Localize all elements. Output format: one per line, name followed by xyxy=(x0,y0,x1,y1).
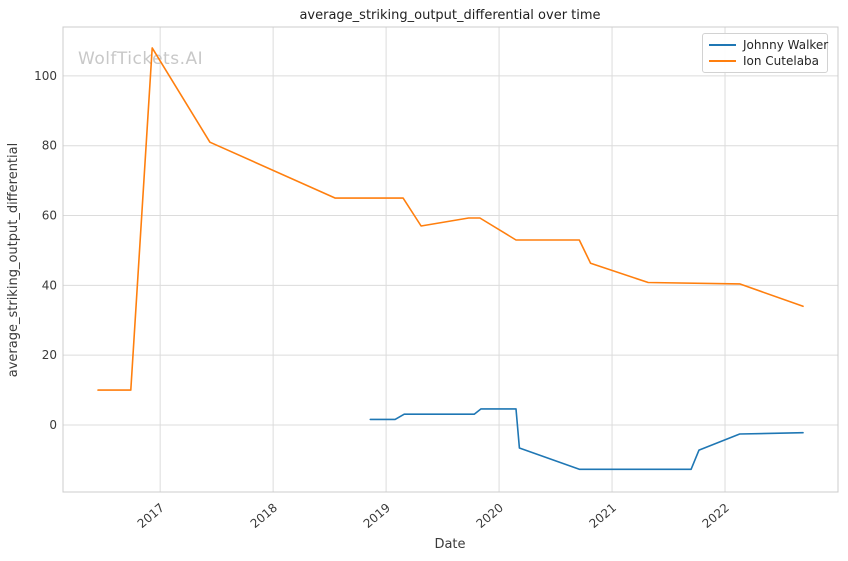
legend-item-ion-cutelaba: Ion Cutelaba xyxy=(709,53,821,69)
y-tick-label-20: 20 xyxy=(42,348,57,362)
tick-layer: 2017 2018 2019 2020 2021 2022 0 20 40 60 80 100 xyxy=(34,69,732,531)
legend-label-ion-cutelaba: Ion Cutelaba xyxy=(743,54,820,68)
x-tick-label-2019: 2019 xyxy=(361,501,393,531)
y-axis-label: average_striking_output_differential xyxy=(6,143,21,377)
legend-line-swatch-ion-cutelaba xyxy=(709,60,736,62)
series-line-ion-cutelaba xyxy=(97,47,804,391)
x-tick-label-2021: 2021 xyxy=(587,501,619,531)
x-tick-label-2020: 2020 xyxy=(474,501,506,531)
x-axis-label: Date xyxy=(434,537,465,552)
y-tick-label-0: 0 xyxy=(49,418,57,432)
x-tick-label-2022: 2022 xyxy=(700,501,732,531)
y-tick-label-60: 60 xyxy=(42,209,57,223)
series-line-johnny-walker xyxy=(369,408,804,471)
y-tick-label-40: 40 xyxy=(42,278,57,292)
watermark: WolfTickets.AI xyxy=(78,49,203,69)
grid-layer xyxy=(63,27,838,492)
legend-label-johnny-walker: Johnny Walker xyxy=(743,38,829,52)
y-tick-label-100: 100 xyxy=(34,69,57,83)
chart-title: average_striking_output_differential ove… xyxy=(299,8,600,23)
legend-item-johnny-walker: Johnny Walker xyxy=(709,37,828,53)
plot-border xyxy=(62,26,839,493)
x-tick-label-2017: 2017 xyxy=(135,501,167,531)
y-tick-label-80: 80 xyxy=(42,139,57,153)
x-tick-label-2018: 2018 xyxy=(248,501,280,531)
legend: Johnny Walker Ion Cutelaba xyxy=(702,33,828,73)
legend-line-swatch-johnny-walker xyxy=(709,44,736,46)
series-layer xyxy=(97,47,804,471)
